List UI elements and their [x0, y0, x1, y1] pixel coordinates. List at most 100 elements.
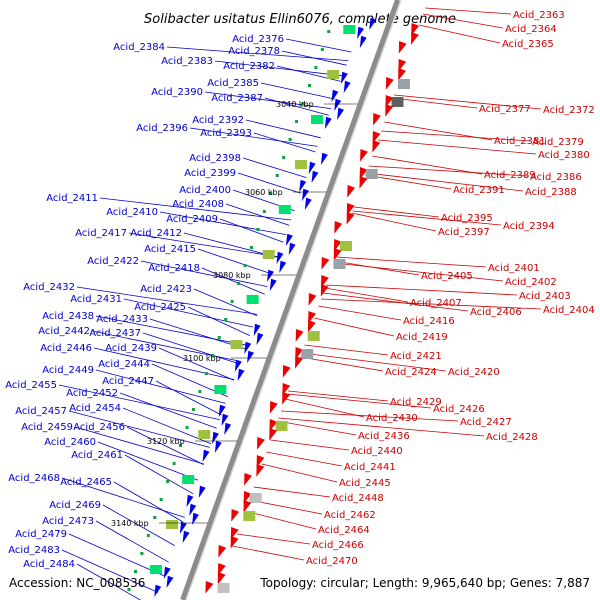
gene-label-acid-2483[interactable]: Acid_2483 [8, 545, 60, 556]
leader-line [286, 393, 432, 409]
gene-label-acid-2415[interactable]: Acid_2415 [144, 244, 196, 255]
gene-label-acid-2388[interactable]: Acid_2388 [525, 187, 577, 198]
forward-gene-arrow [244, 341, 252, 354]
gene-label-acid-2406[interactable]: Acid_2406 [470, 307, 522, 318]
gene-label-acid-2457[interactable]: Acid_2457 [15, 406, 67, 417]
forward-gene-arrow [189, 503, 197, 516]
gene-label-acid-2411[interactable]: Acid_2411 [46, 193, 98, 204]
gene-label-acid-2399[interactable]: Acid_2399 [184, 168, 236, 179]
gene-label-acid-2419[interactable]: Acid_2419 [396, 332, 448, 343]
gene-label-acid-2395[interactable]: Acid_2395 [441, 213, 493, 224]
gene-label-acid-2456[interactable]: Acid_2456 [73, 422, 125, 433]
gene-label-acid-2401[interactable]: Acid_2401 [488, 263, 540, 274]
gene-label-acid-2436[interactable]: Acid_2436 [358, 431, 410, 442]
gene-label-acid-2398[interactable]: Acid_2398 [189, 153, 241, 164]
gene-label-acid-2465[interactable]: Acid_2465 [60, 477, 112, 488]
gene-label-acid-2402[interactable]: Acid_2402 [505, 277, 557, 288]
gene-label-acid-2385[interactable]: Acid_2385 [207, 78, 259, 89]
gene-label-acid-2442[interactable]: Acid_2442 [38, 326, 90, 337]
gene-label-acid-2462[interactable]: Acid_2462 [324, 510, 376, 521]
gene-label-acid-2407[interactable]: Acid_2407 [410, 298, 462, 309]
gene-label-acid-2410[interactable]: Acid_2410 [106, 207, 158, 218]
gene-label-acid-2396[interactable]: Acid_2396 [136, 123, 188, 134]
gene-label-acid-2417[interactable]: Acid_2417 [75, 228, 127, 239]
gene-label-acid-2428[interactable]: Acid_2428 [486, 432, 538, 443]
gene-label-acid-2377[interactable]: Acid_2377 [479, 104, 531, 115]
gene-label-acid-2384[interactable]: Acid_2384 [113, 42, 165, 53]
marker-dot [301, 102, 305, 105]
gene-label-acid-2422[interactable]: Acid_2422 [87, 256, 139, 267]
gene-label-acid-2484[interactable]: Acid_2484 [23, 559, 75, 570]
kbp-tick-label: 3140 kbp [111, 519, 149, 528]
gene-label-acid-2454[interactable]: Acid_2454 [69, 403, 121, 414]
gene-label-acid-2420[interactable]: Acid_2420 [448, 367, 500, 378]
gene-label-acid-2421[interactable]: Acid_2421 [390, 351, 442, 362]
gene-label-acid-2393[interactable]: Acid_2393 [200, 128, 252, 139]
gene-label-acid-2440[interactable]: Acid_2440 [351, 446, 403, 457]
gene-label-acid-2392[interactable]: Acid_2392 [192, 115, 244, 126]
gene-label-acid-2427[interactable]: Acid_2427 [460, 417, 512, 428]
gene-label-acid-2479[interactable]: Acid_2479 [15, 529, 67, 540]
gene-label-acid-2429[interactable]: Acid_2429 [390, 397, 442, 408]
gene-label-acid-2444[interactable]: Acid_2444 [98, 359, 150, 370]
gene-label-acid-2446[interactable]: Acid_2446 [40, 343, 92, 354]
gene-label-acid-2400[interactable]: Acid_2400 [179, 185, 231, 196]
gene-label-acid-2364[interactable]: Acid_2364 [505, 24, 557, 35]
gene-label-acid-2376[interactable]: Acid_2376 [232, 34, 284, 45]
gene-label-acid-2381[interactable]: Acid_2381 [494, 136, 546, 147]
marker-dot [172, 462, 176, 465]
gene-label-acid-2365[interactable]: Acid_2365 [502, 39, 554, 50]
gene-label-acid-2439[interactable]: Acid_2439 [105, 343, 157, 354]
gene-label-acid-2391[interactable]: Acid_2391 [453, 185, 505, 196]
gene-label-acid-2412[interactable]: Acid_2412 [130, 228, 182, 239]
gene-label-acid-2452[interactable]: Acid_2452 [66, 388, 118, 399]
gene-label-acid-2459[interactable]: Acid_2459 [21, 422, 73, 433]
gene-label-acid-2460[interactable]: Acid_2460 [44, 437, 96, 448]
gene-label-acid-2425[interactable]: Acid_2425 [134, 302, 186, 313]
gene-label-acid-2389[interactable]: Acid_2389 [484, 170, 536, 181]
gene-label-acid-2404[interactable]: Acid_2404 [543, 305, 595, 316]
gene-label-acid-2430[interactable]: Acid_2430 [366, 413, 418, 424]
gene-label-acid-2469[interactable]: Acid_2469 [49, 500, 101, 511]
gene-label-acid-2397[interactable]: Acid_2397 [438, 227, 490, 238]
gene-label-acid-2394[interactable]: Acid_2394 [503, 221, 555, 232]
gene-label-acid-2423[interactable]: Acid_2423 [140, 284, 192, 295]
gene-label-acid-2426[interactable]: Acid_2426 [433, 404, 485, 415]
gene-label-acid-2378[interactable]: Acid_2378 [228, 46, 280, 57]
gene-label-acid-2405[interactable]: Acid_2405 [421, 271, 473, 282]
gene-label-acid-2416[interactable]: Acid_2416 [403, 316, 455, 327]
gene-label-acid-2455[interactable]: Acid_2455 [5, 380, 57, 391]
gene-label-acid-2466[interactable]: Acid_2466 [312, 540, 364, 551]
gene-label-acid-2461[interactable]: Acid_2461 [71, 450, 123, 461]
gene-label-acid-2386[interactable]: Acid_2386 [530, 172, 582, 183]
gene-label-acid-2437[interactable]: Acid_2437 [89, 328, 141, 339]
gene-label-acid-2363[interactable]: Acid_2363 [513, 10, 565, 21]
gene-label-acid-2470[interactable]: Acid_2470 [306, 556, 358, 567]
gene-label-acid-2448[interactable]: Acid_2448 [332, 493, 384, 504]
gene-label-acid-2441[interactable]: Acid_2441 [344, 462, 396, 473]
gene-label-acid-2445[interactable]: Acid_2445 [339, 478, 391, 489]
gene-label-acid-2438[interactable]: Acid_2438 [42, 311, 94, 322]
forward-gene-arrow [218, 404, 226, 417]
gene-label-acid-2418[interactable]: Acid_2418 [148, 263, 200, 274]
gene-label-acid-2432[interactable]: Acid_2432 [23, 282, 75, 293]
gene-label-acid-2387[interactable]: Acid_2387 [211, 93, 263, 104]
gene-label-acid-2424[interactable]: Acid_2424 [385, 367, 437, 378]
gene-label-acid-2449[interactable]: Acid_2449 [42, 365, 94, 376]
gene-label-acid-2379[interactable]: Acid_2379 [532, 137, 584, 148]
gene-label-acid-2473[interactable]: Acid_2473 [42, 516, 94, 527]
annotation-block [230, 340, 243, 349]
gene-label-acid-2372[interactable]: Acid_2372 [543, 105, 595, 116]
gene-label-acid-2382[interactable]: Acid_2382 [223, 61, 275, 72]
gene-label-acid-2447[interactable]: Acid_2447 [102, 376, 154, 387]
gene-label-acid-2383[interactable]: Acid_2383 [161, 56, 213, 67]
gene-label-acid-2403[interactable]: Acid_2403 [519, 291, 571, 302]
gene-label-acid-2433[interactable]: Acid_2433 [96, 314, 148, 325]
gene-label-acid-2468[interactable]: Acid_2468 [8, 473, 60, 484]
gene-label-acid-2464[interactable]: Acid_2464 [318, 525, 370, 536]
gene-label-acid-2408[interactable]: Acid_2408 [172, 199, 224, 210]
gene-label-acid-2380[interactable]: Acid_2380 [538, 150, 590, 161]
gene-label-acid-2390[interactable]: Acid_2390 [151, 87, 203, 98]
gene-label-acid-2409[interactable]: Acid_2409 [166, 214, 218, 225]
gene-label-acid-2431[interactable]: Acid_2431 [70, 294, 122, 305]
